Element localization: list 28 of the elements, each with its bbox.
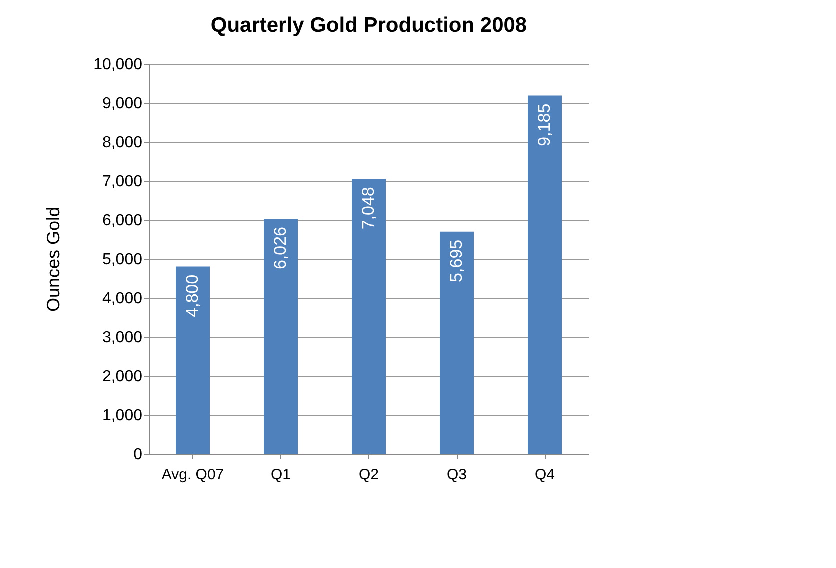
y-tick-label: 5,000 bbox=[102, 252, 143, 268]
y-tick-label: 7,000 bbox=[102, 174, 143, 190]
x-tick-label: Avg. Q07 bbox=[162, 466, 224, 484]
bar bbox=[528, 96, 562, 454]
y-tick-label: 6,000 bbox=[102, 212, 143, 230]
y-tick-label: 1,000 bbox=[102, 408, 143, 424]
y-tick-label: 10,000 bbox=[94, 56, 143, 74]
y-axis-title: Ounces Gold bbox=[44, 206, 64, 312]
bar bbox=[352, 179, 386, 454]
data-label: 9,185 bbox=[535, 104, 554, 146]
x-tick-label: Q3 bbox=[446, 466, 468, 484]
x-tick-label: Q1 bbox=[270, 466, 292, 484]
y-tick-label: 8,000 bbox=[102, 134, 143, 152]
y-tick-label: 0 bbox=[134, 446, 143, 464]
x-tick-label: Q2 bbox=[358, 466, 380, 484]
data-label: 5,695 bbox=[447, 240, 466, 282]
y-tick-label: 3,000 bbox=[102, 330, 143, 346]
x-tick-label: Q4 bbox=[534, 466, 556, 484]
y-tick-label: 9,000 bbox=[102, 96, 143, 112]
data-label: 6,026 bbox=[271, 226, 290, 270]
data-label: 7,048 bbox=[359, 187, 378, 230]
bar bbox=[264, 218, 298, 454]
y-tick-label: 4,000 bbox=[102, 290, 143, 308]
chart-title: Quarterly Gold Production 2008 bbox=[210, 14, 528, 37]
y-tick-label: 2,000 bbox=[102, 368, 143, 386]
bar bbox=[176, 266, 210, 454]
data-label: 4,800 bbox=[183, 274, 202, 318]
bar bbox=[440, 232, 474, 454]
